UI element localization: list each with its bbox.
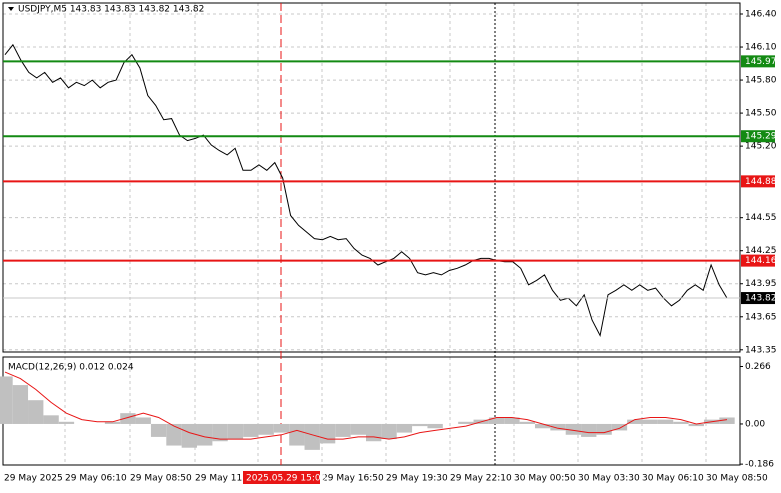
cursor-time-box [243, 471, 320, 484]
macd-bar [673, 421, 689, 424]
x-tick-label: 30 May 06:10 [642, 474, 704, 484]
y-tick-label: -0.186 [745, 460, 774, 470]
macd-bar [596, 423, 612, 435]
macd-bar [381, 423, 397, 440]
macd-bar [120, 413, 136, 424]
macd-bar [396, 423, 413, 433]
macd-bar [43, 415, 59, 424]
level-label: 144.16 [745, 256, 777, 266]
y-tick-label: 0.266 [745, 362, 771, 372]
level-label-box [741, 130, 775, 143]
x-tick-label: 29 May 19:30 [386, 474, 448, 484]
x-tick-label: 30 May 08:50 [706, 474, 768, 484]
y-tick-label: 143.35 [745, 345, 777, 355]
macd-bar [258, 423, 274, 435]
macd-bar [197, 423, 213, 446]
macd-bar [519, 421, 535, 424]
macd-panel [2, 356, 741, 466]
macd-bar [289, 423, 305, 446]
signal-line [4, 371, 728, 440]
y-tick-label: 146.40 [745, 10, 777, 20]
cursor-time: 2025.05.29 15:05 [246, 474, 326, 484]
macd-bar [427, 423, 443, 429]
y-tick-label: 146.10 [745, 43, 777, 53]
macd-bar [611, 423, 628, 431]
macd-bar [565, 423, 582, 435]
macd-bar [534, 423, 551, 429]
y-tick-label: 0.00 [745, 419, 765, 429]
macd-bar [104, 421, 121, 424]
macd-bar [550, 423, 566, 431]
macd-bar [243, 423, 259, 437]
macd-title: MACD(12,26,9) 0.012 0.024 [8, 363, 134, 373]
macd-bar [688, 423, 704, 427]
level-label: 145.97 [745, 57, 777, 67]
macd-bar [227, 423, 244, 440]
level-label-box [741, 175, 775, 188]
y-tick-label: 144.25 [745, 246, 777, 256]
macd-bar [458, 421, 474, 424]
macd-bar [488, 417, 505, 424]
level-label-box [741, 292, 775, 305]
macd-bar [412, 423, 428, 427]
y-tick-label: 144.55 [745, 213, 777, 223]
level-label: 143.82 [745, 294, 777, 304]
macd-bar [504, 417, 520, 424]
y-tick-label: 145.80 [745, 76, 777, 86]
price-panel [2, 2, 741, 353]
macd-bar [150, 423, 167, 437]
y-tick-label: 145.50 [745, 109, 777, 119]
macd-bar [273, 423, 290, 433]
x-tick-label: 29 May 2025 [4, 474, 63, 484]
level-label: 145.29 [745, 132, 777, 142]
macd-bar [28, 400, 44, 424]
macd-bar [366, 423, 382, 442]
x-tick-label: 30 May 03:30 [578, 474, 640, 484]
macd-bar [212, 423, 228, 442]
x-tick-label: 30 May 00:50 [514, 474, 576, 484]
y-tick-label: 143.65 [745, 312, 777, 322]
macd-bar [335, 423, 351, 437]
y-tick-label: 145.20 [745, 142, 777, 152]
x-tick-label: 29 May 08:50 [130, 474, 192, 484]
x-tick-label: 29 May 11 [195, 474, 242, 484]
macd-bar [319, 423, 336, 444]
macd-bar [304, 423, 320, 450]
level-label-box [741, 254, 775, 267]
macd-bar [581, 423, 597, 437]
chart-title: USDJPY,M5 143.83 143.83 143.82 143.82 [18, 5, 204, 15]
price-line [4, 43, 728, 338]
macd-bar [135, 417, 151, 424]
macd-bar [642, 419, 658, 424]
macd-bar [0, 376, 13, 424]
macd-bar [58, 421, 75, 424]
macd-bar [181, 423, 198, 448]
x-tick-label: 29 May 22:10 [450, 474, 512, 484]
menu-arrow [8, 7, 14, 11]
macd-bar [12, 385, 29, 424]
y-tick-label: 143.95 [745, 279, 777, 289]
macd-bar [719, 417, 735, 424]
level-label: 144.88 [745, 177, 777, 187]
x-tick-label: 29 May 16:50 [322, 474, 384, 484]
macd-bar [166, 423, 182, 446]
level-label-box [741, 55, 775, 68]
macd-bar [627, 419, 643, 424]
macd-bar [657, 419, 674, 424]
x-tick-label: 29 May 06:10 [65, 474, 127, 484]
macd-bar [350, 423, 366, 435]
